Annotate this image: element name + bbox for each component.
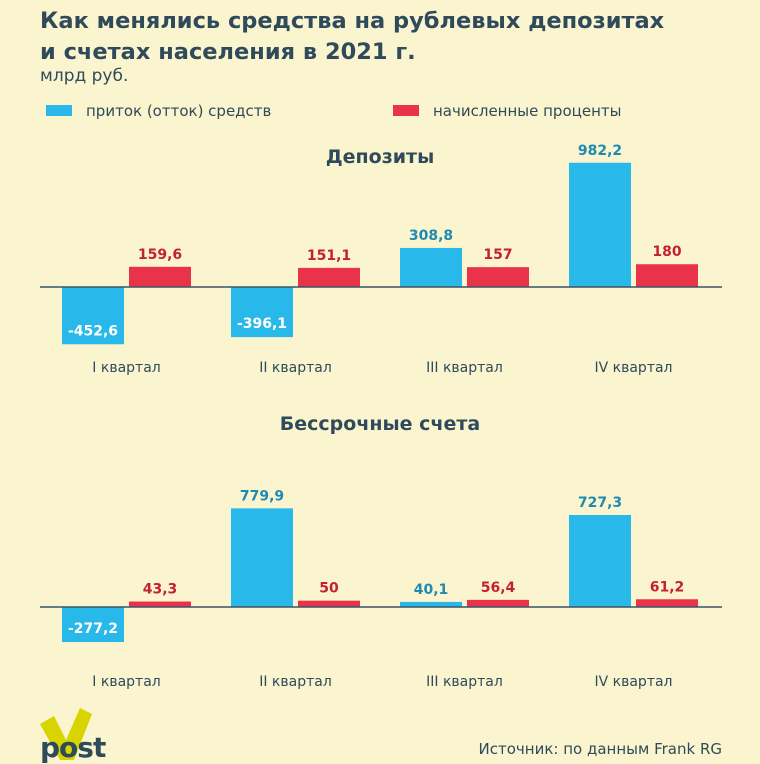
legend-swatch-inflow xyxy=(46,105,72,116)
category-label-chart2-q4: IV квартал xyxy=(594,674,672,690)
category-label-chart1-q2: II квартал xyxy=(259,360,332,376)
bar-chart1-interest-q2 xyxy=(298,267,360,287)
data-label-chart1-interest-q4: 180 xyxy=(652,244,681,260)
data-label-chart1-interest-q3: 157 xyxy=(483,247,512,263)
bar-chart2-inflow-q1 xyxy=(62,607,124,643)
category-label-chart1-q1: I квартал xyxy=(92,360,160,376)
data-label-chart2-interest-q1: 43,3 xyxy=(143,582,178,598)
data-label-chart1-inflow-q4: 982,2 xyxy=(578,143,622,159)
title-line-2: и счетах населения в 2021 г. xyxy=(40,39,416,65)
bar-chart2-interest-q1 xyxy=(129,601,191,607)
legend-item-interest: начисленные проценты xyxy=(393,102,621,120)
title-line-1: Как менялись средства на рублевых депози… xyxy=(40,8,665,34)
bar-chart2-interest-q3 xyxy=(467,599,529,607)
category-label-chart1-q3: III квартал xyxy=(426,360,503,376)
category-label-chart2-q3: III квартал xyxy=(426,674,503,690)
legend-swatch-interest xyxy=(393,105,419,116)
bar-chart1-interest-q4 xyxy=(636,264,698,287)
legend-label-interest: начисленные проценты xyxy=(433,102,622,120)
bar-chart2-inflow-q3 xyxy=(400,601,462,607)
data-label-chart2-interest-q4: 61,2 xyxy=(650,579,685,595)
data-label-chart1-inflow-q3: 308,8 xyxy=(409,228,453,244)
data-label-chart2-inflow-q1: -277,2 xyxy=(68,621,118,637)
bar-chart2-interest-q4 xyxy=(636,599,698,607)
unit-label: млрд руб. xyxy=(40,66,129,86)
bar-chart1-inflow-q3 xyxy=(400,247,462,287)
category-label-chart1-q4: IV квартал xyxy=(594,360,672,376)
data-label-chart1-inflow-q2: -396,1 xyxy=(237,316,287,332)
data-label-chart2-inflow-q3: 40,1 xyxy=(414,582,449,598)
bar-chart1-inflow-q4 xyxy=(569,162,631,287)
category-label-chart2-q1: I квартал xyxy=(92,674,160,690)
bar-chart2-inflow-q4 xyxy=(569,514,631,607)
data-label-chart1-inflow-q1: -452,6 xyxy=(68,323,118,339)
bar-chart1-interest-q1 xyxy=(129,266,191,287)
logo-word: post xyxy=(40,731,106,764)
data-label-chart2-interest-q3: 56,4 xyxy=(481,580,516,596)
logo-v-icon xyxy=(40,708,92,760)
bar-chart2-interest-q2 xyxy=(298,600,360,607)
data-label-chart1-interest-q1: 159,6 xyxy=(138,247,182,263)
chart-title: Как менялись средства на рублевых депози… xyxy=(40,6,740,68)
data-label-chart2-inflow-q2: 779,9 xyxy=(240,488,284,504)
bar-chart1-interest-q3 xyxy=(467,267,529,287)
data-label-chart1-interest-q2: 151,1 xyxy=(307,248,351,264)
chart-1-title: Депозиты xyxy=(326,146,435,168)
chart-2-title: Бессрочные счета xyxy=(280,413,480,435)
legend-item-inflow: приток (отток) средств xyxy=(46,102,271,120)
data-label-chart2-interest-q2: 50 xyxy=(319,581,339,597)
bar-chart1-inflow-q2 xyxy=(231,287,293,338)
category-label-chart2-q2: II квартал xyxy=(259,674,332,690)
legend-label-inflow: приток (отток) средств xyxy=(86,102,272,120)
bar-chart1-inflow-q1 xyxy=(62,287,124,345)
logo-mark xyxy=(40,708,92,760)
bar-chart2-inflow-q2 xyxy=(231,508,293,607)
data-label-chart2-inflow-q4: 727,3 xyxy=(578,495,622,511)
source-note: Источник: по данным Frank RG xyxy=(478,740,722,758)
